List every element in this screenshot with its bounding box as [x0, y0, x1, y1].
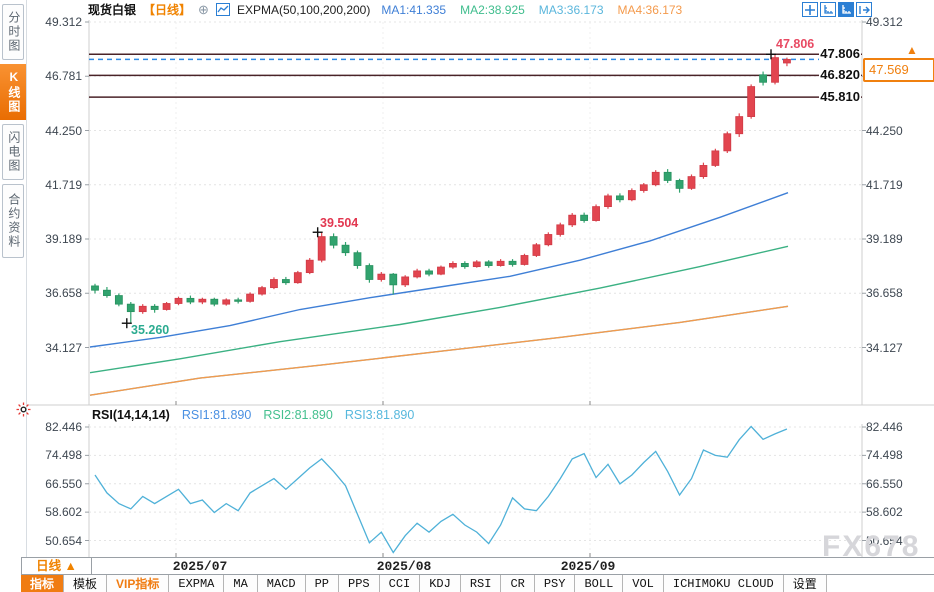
date-label: 2025/08 [376, 559, 432, 574]
rsi-header: RSI(14,14,14) RSI1:81.890 RSI2:81.890 RSI3… [92, 408, 414, 422]
sidebar-item-4[interactable]: 合约资料 [2, 184, 24, 258]
axis-tick-label: 34.127 [866, 340, 903, 355]
add-compare-icon[interactable]: ⊕ [198, 1, 209, 17]
toolbar-item-psy[interactable]: PSY [534, 575, 576, 592]
toolbar-item-pps[interactable]: PPS [339, 575, 380, 592]
axis-tick-label: 58.602 [45, 505, 82, 520]
toolbar-item-expma[interactable]: EXPMA [169, 575, 225, 592]
axis-tick-label: 34.127 [45, 340, 82, 355]
axis-tick-label: 39.189 [866, 231, 903, 246]
toolbar-item-pp[interactable]: PP [305, 575, 340, 592]
axis-tick-label: 36.658 [45, 286, 82, 301]
axis-tick-label: 41.719 [866, 177, 903, 192]
date-axis-row: 日线 ▲ 2025/07 2025/08 2025/09 [21, 557, 934, 575]
sidebar-item-2[interactable]: K线图 [0, 64, 26, 120]
axis-tick-label: 58.602 [866, 505, 903, 520]
indicator-name: EXPMA(50,100,200,200) [236, 2, 371, 17]
axis-tick-label: 50.654 [45, 533, 82, 548]
rsi-title: RSI(14,14,14) [92, 408, 170, 422]
ma-value-3: MA3:36.173 [538, 2, 604, 17]
toolbar-item-rsi[interactable]: RSI [460, 575, 502, 592]
toolbar-item-boll[interactable]: BOLL [575, 575, 624, 592]
ma-value-1: MA1:41.335 [381, 2, 447, 17]
axis-tick-label: 74.498 [45, 448, 82, 463]
axis-scale-tool-icon[interactable] [820, 2, 836, 17]
axis-tick-label: 41.719 [45, 177, 82, 192]
toolbar-item-cci[interactable]: CCI [379, 575, 421, 592]
chart-type-sidebar: 分时图 K线图闪电图合约资料 [0, 0, 27, 557]
price-up-arrow-icon: ▲ [906, 43, 918, 57]
toolbar-item-设置[interactable]: 设置 [783, 575, 827, 592]
pan-right-tool-icon[interactable] [856, 2, 872, 17]
indicator-toolbar: 指标 模板 VIP指标 EXPMA MA MACD PP PPS CCI KDJ RSI CR PSY B… [21, 574, 934, 592]
toolbar-item-kdj[interactable]: KDJ [420, 575, 461, 592]
price-annotation: 39.504 [320, 216, 359, 230]
axis-tick-label: 50.654 [866, 533, 903, 548]
sidebar-item-3[interactable]: 闪电图 [2, 124, 24, 180]
chart-tool-buttons [802, 2, 872, 17]
toolbar-item-模板[interactable]: 模板 [64, 575, 108, 592]
axis-tick-label: 66.550 [45, 476, 82, 491]
ma-values: MA1:41.335 MA2:38.925 MA3:36.173 MA4:36.173 [377, 3, 682, 17]
ma-value-4: MA4:36.173 [617, 2, 683, 17]
axis-tick-label: 44.250 [45, 123, 82, 138]
axis-tick-label: 82.446 [45, 420, 82, 434]
date-label: 2025/09 [560, 559, 616, 574]
axis-tick-label: 44.250 [866, 123, 903, 138]
axis-tick-label: 66.550 [866, 476, 903, 491]
period-label[interactable]: 【日线】 [143, 3, 192, 17]
level-line-label: 46.820 [819, 67, 861, 83]
toolbar-item-指标[interactable]: 指标 [21, 575, 65, 592]
rsi-value-1: RSI1:81.890 [181, 408, 252, 422]
level-line-label: 47.806 [819, 46, 861, 62]
rsi-value-3: RSI3:81.890 [344, 408, 415, 422]
toolbar-item-vip指标[interactable]: VIP指标 [107, 575, 170, 592]
price-annotation: 35.260 [131, 323, 170, 337]
period-selector-button[interactable]: 日线 ▲ [21, 558, 92, 575]
chart-header: 现货白银 【日线】 ⊕ EXPMA(50,100,200,200) MA1:41… [88, 0, 682, 19]
indicator-chart-icon[interactable] [215, 3, 230, 16]
axis-tick-label: 36.658 [866, 286, 903, 301]
toolbar-item-cr[interactable]: CR [501, 575, 535, 592]
axis-tick-label: 46.781 [45, 69, 82, 84]
crosshair-tool-icon[interactable] [802, 2, 818, 17]
toolbar-item-macd[interactable]: MACD [257, 575, 306, 592]
axis-tick-label: 74.498 [866, 448, 903, 463]
indicator-settings-icon[interactable] [16, 402, 31, 422]
date-label: 2025/07 [172, 559, 228, 574]
symbol-name: 现货白银 [88, 3, 137, 17]
rsi-value-2: RSI2:81.890 [263, 408, 333, 422]
sidebar-item-1[interactable]: 分时图 [2, 4, 24, 60]
current-price-box: 47.569 [863, 58, 934, 82]
price-annotation: 47.806 [776, 37, 815, 51]
axis-tick-label: 49.312 [866, 15, 903, 29]
axis-tick-label: 49.312 [45, 15, 82, 29]
toolbar-item-ichimoku-cloud[interactable]: ICHIMOKU CLOUD [663, 575, 784, 592]
level-line-label: 45.810 [819, 89, 861, 105]
axis-tick-label: 82.446 [866, 420, 903, 434]
ma-value-2: MA2:38.925 [460, 2, 525, 17]
toolbar-item-vol[interactable]: VOL [623, 575, 664, 592]
auto-scale-tool-icon[interactable] [838, 2, 854, 17]
axis-tick-label: 39.189 [45, 231, 82, 246]
toolbar-item-ma[interactable]: MA [224, 575, 258, 592]
